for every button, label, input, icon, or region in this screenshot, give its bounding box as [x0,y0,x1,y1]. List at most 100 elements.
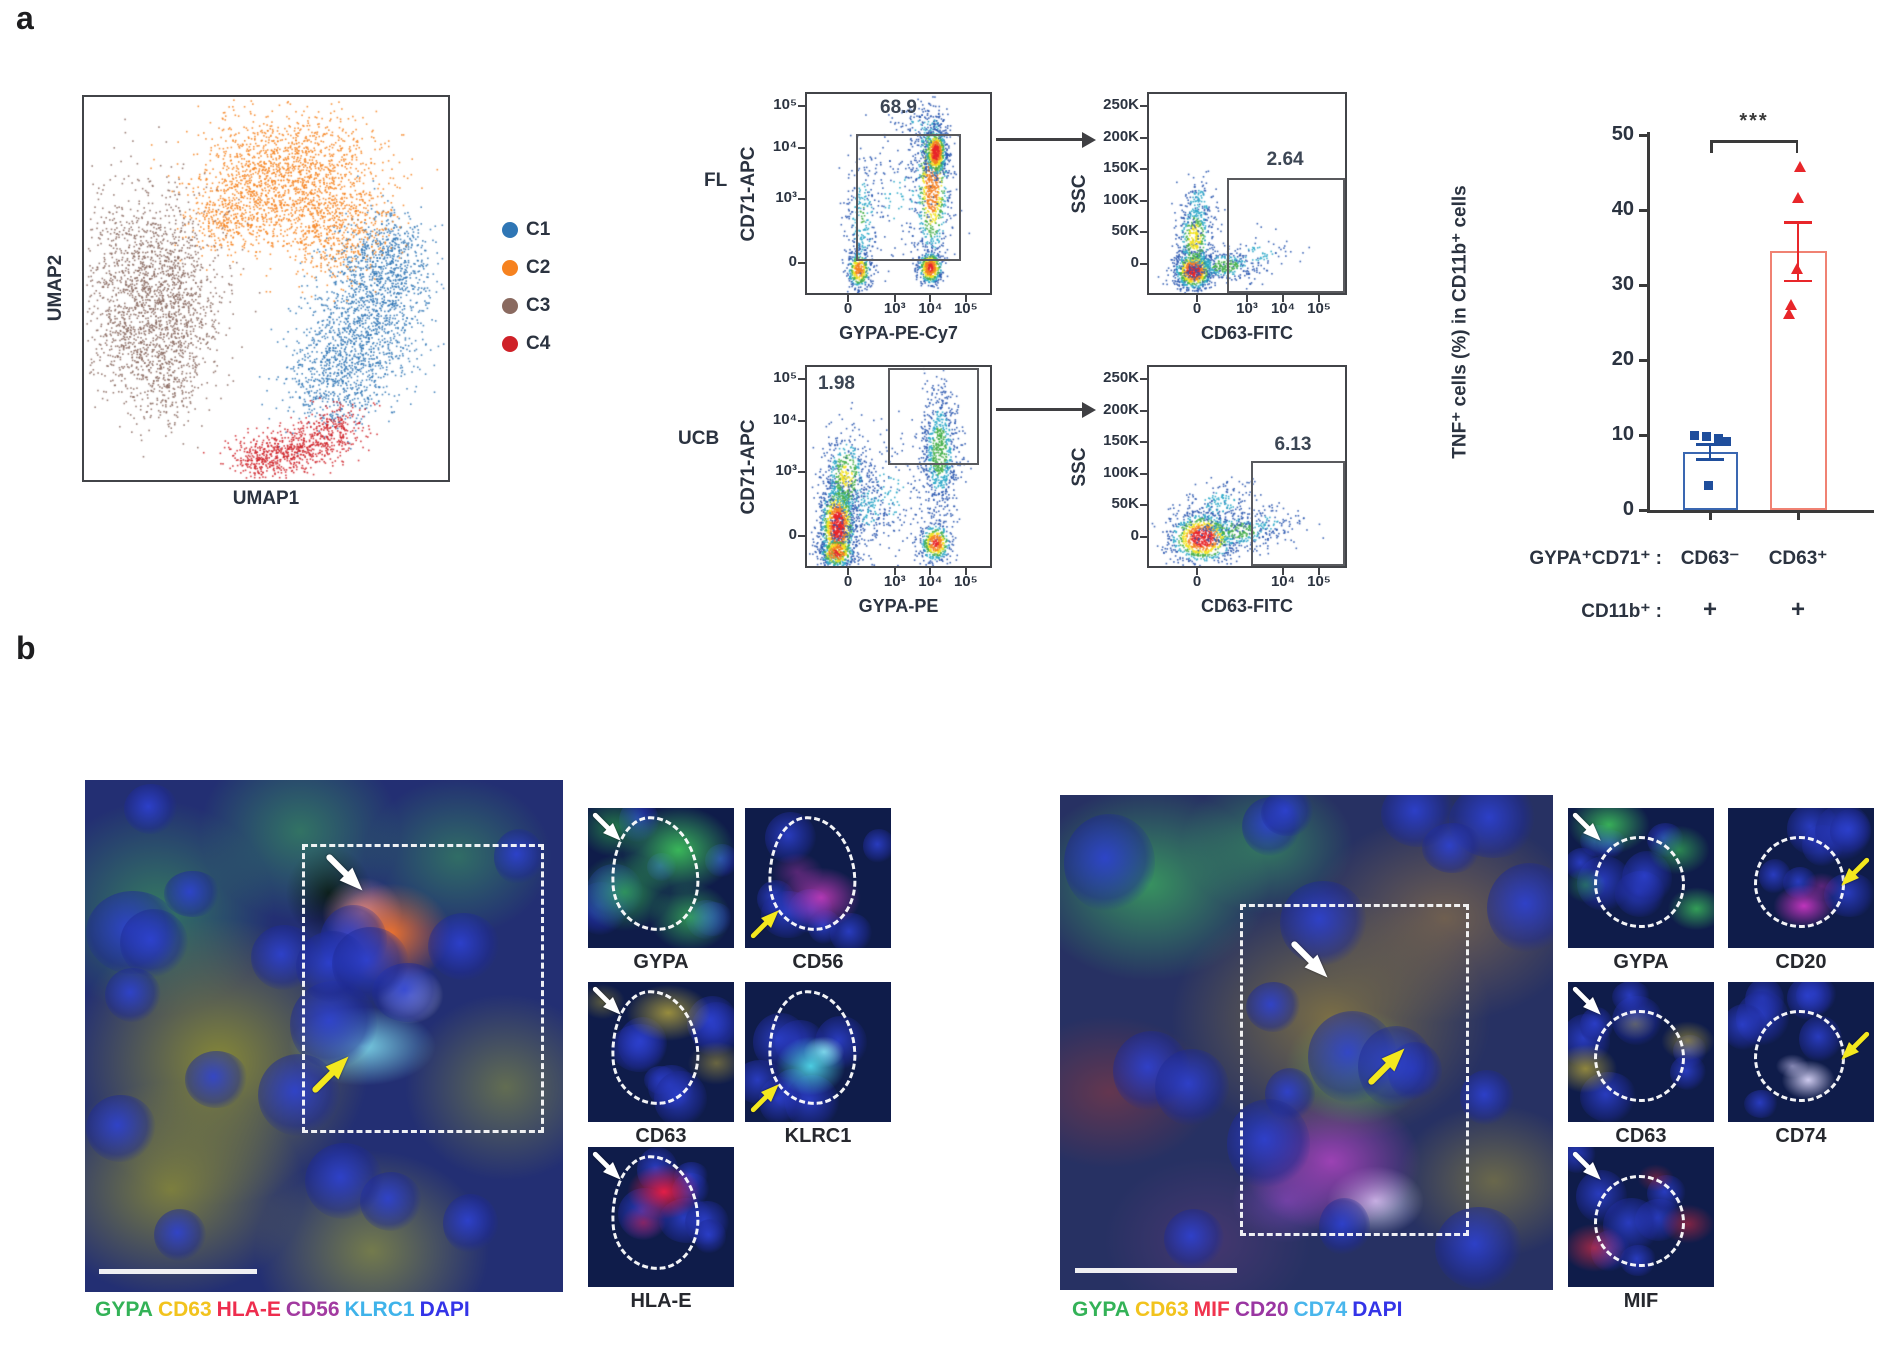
inset-klrc1 [745,982,891,1122]
flow-y-axis-label-3: SSC [1069,446,1090,487]
flow-row-label-ucb: UCB [678,428,720,449]
inset-label-cd20: CD20 [1775,951,1827,973]
gate-percentage-2: 1.98 [817,372,855,394]
tnf-errorcap-bot-0 [1696,458,1724,461]
roi-dashed-box [1239,903,1470,1236]
inset-mif [1568,1147,1714,1287]
tnf-datapoint-0-4 [1703,480,1713,490]
inset-cd63 [1568,982,1714,1122]
flow-ytickmark-0-3 [798,261,805,264]
nucleus [153,1208,207,1262]
panel-a-label: a [16,0,34,36]
flow-xtick-2-2: 10⁴ [918,573,943,590]
flow-ytick-0-2: 10³ [775,188,797,206]
legend-swatch-C1 [502,222,518,238]
flow-ytickmark-0-2 [798,197,805,200]
flow-xtick-0-0: 0 [843,300,853,317]
yellow-arrow-icon [1841,1031,1870,1060]
tnf-ytickmark-20 [1639,359,1647,362]
sig-bracket-left [1710,140,1713,153]
tnf-datapoint-1-1 [1791,192,1804,203]
tnf-errorbar-0 [1708,444,1712,459]
legend-swatch-C4 [502,336,518,352]
nucleus [1113,1030,1191,1112]
flow-ytickmark-1-0 [1140,105,1147,108]
white-arrow-icon [1572,986,1601,1015]
tnf-ytickmark-50 [1639,134,1647,137]
stain-right-gypa: GYPA [1072,1298,1130,1321]
flow-ytick-2-1: 10⁴ [772,410,797,428]
flow-xtick-3-1: 10⁴ [1270,573,1296,590]
nucleus [360,1171,423,1231]
inset-cell-outline [1594,1010,1685,1103]
flow-scatter-1 [1149,94,1345,293]
legend-swatch-C2 [502,260,518,276]
flow-ytick-1-0: 250K [1103,96,1139,114]
stain-legend-left: GYPA CD63 HLA-E CD56 KLRC1 DAPI [95,1298,475,1322]
nucleus [1487,862,1553,953]
flow-ytickmark-1-4 [1140,231,1147,234]
white-arrow-icon [1572,812,1601,841]
tnf-yticklabel-30: 30 [1611,273,1634,295]
tnf-ytickmark-0 [1639,509,1647,512]
legend-label-C1: C1 [526,219,551,240]
white-arrow-icon [592,1151,621,1180]
gating-arrow-line-2 [996,408,1082,411]
flow-xtickmark-3-0 [1196,568,1198,575]
stain-left-hla-e: HLA-E [216,1298,281,1321]
legend-swatch-C3 [502,298,518,314]
nucleus [1242,796,1301,857]
flow-xtick-0-1: 10³ [883,300,906,317]
tnf-xtickmark-1 [1797,513,1800,520]
stain-right-cd63: CD63 [1134,1298,1189,1321]
tnf-plus-0: + [1702,596,1717,623]
yellow-arrow-icon [750,910,779,939]
tnf-category-0: CD63⁻ [1680,548,1740,569]
white-arrow-main-0 [326,854,363,891]
yellow-arrow-main-1 [1368,1048,1405,1085]
tnf-ytickmark-30 [1639,284,1647,287]
gating-arrow-head-2 [1082,401,1096,418]
tnf-datapoint-1-0 [1793,161,1806,173]
flow-ytickmark-1-3 [1140,199,1147,202]
stain-left-gypa: GYPA [95,1298,153,1321]
gating-arrow-line-0 [996,138,1082,141]
flow-xtickmark-2-2 [929,568,932,575]
stain-legend-right: GYPA CD63 MIF CD20 CD74 DAPI [1072,1298,1407,1322]
flow-x-axis-label-1: CD63-FITC [1200,323,1294,343]
flow-xtickmark-3-1 [1282,568,1284,575]
nucleus [124,783,178,835]
nucleus [119,909,188,977]
tnf-ytickmark-40 [1639,209,1647,212]
gate-percentage-1: 2.64 [1266,148,1304,170]
stain-left-cd63: CD63 [157,1298,212,1321]
flow-xtick-1-2: 10⁴ [1270,300,1296,317]
tnf-bar-1 [1769,251,1827,510]
inset-cd63 [588,982,734,1122]
flow-scatter-3 [1149,367,1345,566]
inset-gypa [588,808,734,948]
umap-plot [82,95,450,482]
flow-xtickmark-0-3 [964,295,967,302]
yellow-arrow-main-1 [312,1056,349,1093]
white-arrow-icon [592,812,621,841]
inset-label-cd63: CD63 [1615,1125,1667,1147]
flow-ytick-0-0: 10⁵ [773,96,797,114]
significance-stars: *** [1739,110,1769,132]
inset-cd20 [1728,808,1874,948]
flow-ytick-3-5: 0 [1130,526,1139,544]
tnf-datapoint-0-0 [1689,431,1699,441]
tnf-datapoint-0-2 [1713,433,1723,443]
sig-bracket-right [1795,140,1798,153]
inset-label-cd56: CD56 [792,951,844,973]
inset-gypa [1568,808,1714,948]
scale-bar [1074,1267,1238,1273]
flow-ytickmark-1-2 [1140,168,1147,171]
tnf-datapoint-1-2 [1790,262,1803,274]
tnf-yticklabel-20: 20 [1611,348,1634,370]
flow-ytickmark-0-0 [798,105,805,108]
flow-ytick-2-3: 0 [788,525,797,543]
nucleus [1064,814,1155,912]
stain-right-cd20: CD20 [1234,1298,1289,1321]
stain-left-klrc1: KLRC1 [344,1298,415,1321]
